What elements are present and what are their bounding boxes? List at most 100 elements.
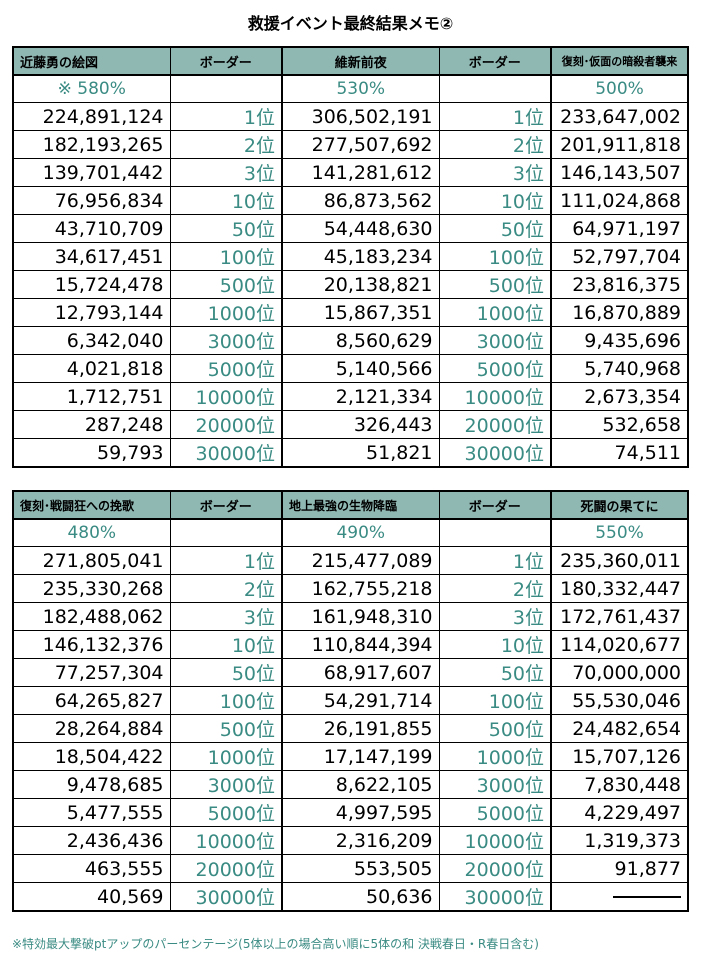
score-value: 172,761,437	[550, 602, 689, 631]
score-value: 141,281,612	[281, 158, 440, 187]
event-name-header: 復刻･仮面の暗殺者襲来	[550, 46, 689, 76]
score-value: 287,248	[12, 410, 171, 439]
score-value: 16,870,889	[550, 298, 689, 327]
table-row: 271,805,041 1位 215,477,089 1位 235,360,011	[12, 546, 689, 575]
rank-label: 500位	[438, 270, 552, 299]
rank-label: 3位	[169, 602, 283, 631]
rank-label: 3位	[169, 158, 283, 187]
score-value: 326,443	[281, 410, 440, 439]
score-value: 306,502,191	[281, 102, 440, 131]
rank-label: 2位	[438, 574, 552, 603]
rank-label: 3000位	[438, 770, 552, 799]
table-row: 15,724,478 500位 20,138,821 500位 23,816,375	[12, 270, 689, 299]
table-row: 43,710,709 50位 54,448,630 50位 64,971,197	[12, 214, 689, 243]
percentage-row: 480% 490% 550%	[12, 518, 689, 547]
event-percentage: ※ 580%	[12, 74, 171, 103]
rank-label: 1000位	[438, 742, 552, 771]
rank-label: 100位	[438, 242, 552, 271]
score-value	[550, 882, 689, 912]
table-row: 146,132,376 10位 110,844,394 10位 114,020,677	[12, 630, 689, 659]
score-value: 43,710,709	[12, 214, 171, 243]
rank-label: 5000位	[169, 354, 283, 383]
rank-label: 20000位	[169, 854, 283, 883]
rank-label: 500位	[169, 270, 283, 299]
event-percentage: 490%	[281, 518, 440, 547]
score-value: 24,482,654	[550, 714, 689, 743]
table-row: 287,248 20000位 326,443 20000位 532,658	[12, 410, 689, 439]
table-row: 77,257,304 50位 68,917,607 50位 70,000,000	[12, 658, 689, 687]
event-name-header: 地上最強の生物降臨	[281, 490, 440, 520]
rank-label: 500位	[169, 714, 283, 743]
empty-cell	[438, 74, 552, 103]
score-value: 161,948,310	[281, 602, 440, 631]
score-value: 5,477,555	[12, 798, 171, 827]
rank-label: 10000位	[169, 826, 283, 855]
rank-label: 1位	[169, 102, 283, 131]
rank-label: 10位	[438, 186, 552, 215]
score-value: 182,488,062	[12, 602, 171, 631]
rank-label: 100位	[169, 242, 283, 271]
event-percentage: 500%	[550, 74, 689, 103]
event-percentage: 480%	[12, 518, 171, 547]
table-row: 59,793 30000位 51,821 30000位 74,511	[12, 438, 689, 468]
rank-label: 1位	[169, 546, 283, 575]
score-value: 8,622,105	[281, 770, 440, 799]
rank-label: 20000位	[438, 854, 552, 883]
score-value: 59,793	[12, 438, 171, 468]
rank-label: 2位	[438, 130, 552, 159]
score-value: 111,024,868	[550, 186, 689, 215]
score-value: 7,830,448	[550, 770, 689, 799]
score-value: 4,997,595	[281, 798, 440, 827]
score-value: 12,793,144	[12, 298, 171, 327]
score-value: 201,911,818	[550, 130, 689, 159]
rank-label: 50位	[438, 658, 552, 687]
table-row: 182,488,062 3位 161,948,310 3位 172,761,437	[12, 602, 689, 631]
table-row: 40,569 30000位 50,636 30000位	[12, 882, 689, 912]
score-value: 6,342,040	[12, 326, 171, 355]
rank-label: 1位	[438, 102, 552, 131]
rank-label: 3000位	[169, 326, 283, 355]
empty-cell	[169, 74, 283, 103]
table-row: 28,264,884 500位 26,191,855 500位 24,482,654	[12, 714, 689, 743]
rank-label: 10位	[169, 630, 283, 659]
score-value: 64,971,197	[550, 214, 689, 243]
score-value: 235,360,011	[550, 546, 689, 575]
score-value: 532,658	[550, 410, 689, 439]
rank-label: 1000位	[169, 742, 283, 771]
score-value: 17,147,199	[281, 742, 440, 771]
score-value: 463,555	[12, 854, 171, 883]
score-value: 2,121,334	[281, 382, 440, 411]
table-row: 463,555 20000位 553,505 20000位 91,877	[12, 854, 689, 883]
event-name-header: 復刻･戦闘狂への挽歌	[12, 490, 171, 520]
score-value: 26,191,855	[281, 714, 440, 743]
percentage-row: ※ 580% 530% 500%	[12, 74, 689, 103]
score-value: 2,436,436	[12, 826, 171, 855]
table-body: 復刻･戦闘狂への挽歌 ボーダー 地上最強の生物降臨 ボーダー 死闘の果てに 48…	[12, 490, 689, 912]
border-header: ボーダー	[438, 46, 552, 76]
event-name-header: 維新前夜	[281, 46, 440, 76]
score-value: 64,265,827	[12, 686, 171, 715]
rank-label: 10000位	[438, 382, 552, 411]
table-row: 76,956,834 10位 86,873,562 10位 111,024,868	[12, 186, 689, 215]
table-row: 5,477,555 5000位 4,997,595 5000位 4,229,497	[12, 798, 689, 827]
rank-label: 2位	[169, 130, 283, 159]
score-value: 54,291,714	[281, 686, 440, 715]
score-value: 40,569	[12, 882, 171, 912]
score-value: 110,844,394	[281, 630, 440, 659]
table-row: 18,504,422 1000位 17,147,199 1000位 15,707,126	[12, 742, 689, 771]
score-value: 8,560,629	[281, 326, 440, 355]
rank-label: 20000位	[169, 410, 283, 439]
score-value: 15,867,351	[281, 298, 440, 327]
rank-label: 500位	[438, 714, 552, 743]
event-name-header: 死闘の果てに	[550, 490, 689, 520]
rank-label: 5000位	[438, 354, 552, 383]
score-value: 15,707,126	[550, 742, 689, 771]
score-value: 4,021,818	[12, 354, 171, 383]
score-value: 277,507,692	[281, 130, 440, 159]
score-value: 215,477,089	[281, 546, 440, 575]
score-value: 45,183,234	[281, 242, 440, 271]
score-value: 23,816,375	[550, 270, 689, 299]
rank-label: 50位	[169, 658, 283, 687]
ranking-table-bottom: 復刻･戦闘狂への挽歌 ボーダー 地上最強の生物降臨 ボーダー 死闘の果てに 48…	[12, 490, 689, 912]
ranking-table-top: 近藤勇の絵図 ボーダー 維新前夜 ボーダー 復刻･仮面の暗殺者襲来 ※ 580%…	[12, 46, 689, 468]
